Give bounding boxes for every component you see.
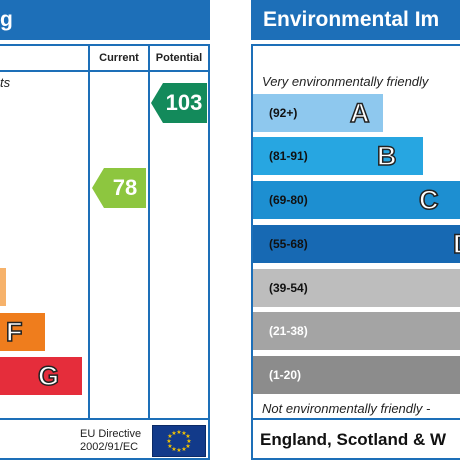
eu-flag-icon: ★ ★ ★ ★ ★ ★ ★ ★ ★ ★ ★ ★ <box>152 425 206 457</box>
environmental-band-row: (92+) A <box>253 94 383 132</box>
environmental-header-text: Environmental Im <box>263 8 440 31</box>
energy-band-e <box>0 268 6 306</box>
environmental-band-range: (55-68) <box>269 237 308 251</box>
environmental-band-range: (81-91) <box>269 149 308 163</box>
svg-text:★: ★ <box>185 433 190 440</box>
environmental-bottom-note: Not environmentally friendly - <box>262 401 431 416</box>
environmental-note-line <box>251 418 460 420</box>
environmental-band-row: (1-20) <box>253 356 460 394</box>
svg-text:★: ★ <box>181 430 186 437</box>
potential-column-header: Potential <box>155 52 203 64</box>
potential-rating-shape <box>151 83 207 123</box>
energy-band-f: F <box>0 313 45 351</box>
potential-rating-value: 103 <box>165 90 203 115</box>
environmental-footer: England, Scotland & W <box>260 430 447 449</box>
environmental-top-note: Very environmentally friendly <box>262 74 429 89</box>
svg-text:★: ★ <box>166 438 171 445</box>
environmental-band-letter: A <box>349 97 370 129</box>
svg-text:★: ★ <box>185 443 190 450</box>
svg-text:★: ★ <box>176 429 181 436</box>
energy-col-divider-2 <box>148 44 150 418</box>
energy-header-text: g <box>0 8 13 31</box>
environmental-band-row: (55-68) D <box>253 225 460 263</box>
energy-header: g <box>0 0 210 40</box>
svg-text:★: ★ <box>181 446 186 453</box>
svg-text:★: ★ <box>186 438 191 445</box>
environmental-band-row: (81-91) B <box>253 137 423 175</box>
energy-band-g-letter: G <box>37 360 60 392</box>
environmental-band-row: (39-54) <box>253 269 460 307</box>
environmental-band-letter: C <box>418 184 439 216</box>
svg-text:★: ★ <box>176 447 181 454</box>
environmental-band-range: (39-54) <box>269 281 308 295</box>
eu-directive-line-2: 2002/91/EC <box>80 441 139 453</box>
energy-footer-line <box>0 418 210 420</box>
environmental-header: Environmental Im <box>251 0 460 40</box>
environmental-band-range: (21-38) <box>269 324 308 338</box>
energy-col-divider-1 <box>88 44 90 418</box>
eu-directive-line-1: EU Directive <box>80 428 142 440</box>
energy-top-note: ts <box>0 75 11 90</box>
eu-directive-text: EU Directive 2002/91/EC <box>80 428 150 454</box>
svg-text:★: ★ <box>171 446 176 453</box>
potential-rating-arrow: 103 <box>151 83 207 123</box>
environmental-band-range: (92+) <box>269 106 298 120</box>
svg-text:★: ★ <box>167 443 172 450</box>
environmental-band-letter: B <box>376 140 397 172</box>
environmental-band-range: (1-20) <box>269 368 302 382</box>
environmental-table <box>251 44 460 460</box>
environmental-band-letter: D <box>452 225 460 263</box>
eu-stars-icon: ★ ★★ ★★★ ★★★ ★★★ <box>166 429 191 454</box>
environmental-band-row: (69-80) C <box>253 181 460 219</box>
energy-table <box>0 44 210 460</box>
current-rating-value: 78 <box>112 175 138 200</box>
current-column-header: Current <box>99 52 139 64</box>
environmental-band-row: (21-38) <box>253 312 460 350</box>
svg-text:★: ★ <box>171 430 176 437</box>
energy-colhead-line <box>0 70 210 72</box>
environmental-band-range: (69-80) <box>269 193 308 207</box>
svg-text:★: ★ <box>167 433 172 440</box>
current-rating-arrow: 78 <box>92 168 146 208</box>
current-rating-shape <box>92 168 146 208</box>
energy-band-f-letter: F <box>5 316 23 348</box>
energy-band-g: G <box>0 357 82 395</box>
